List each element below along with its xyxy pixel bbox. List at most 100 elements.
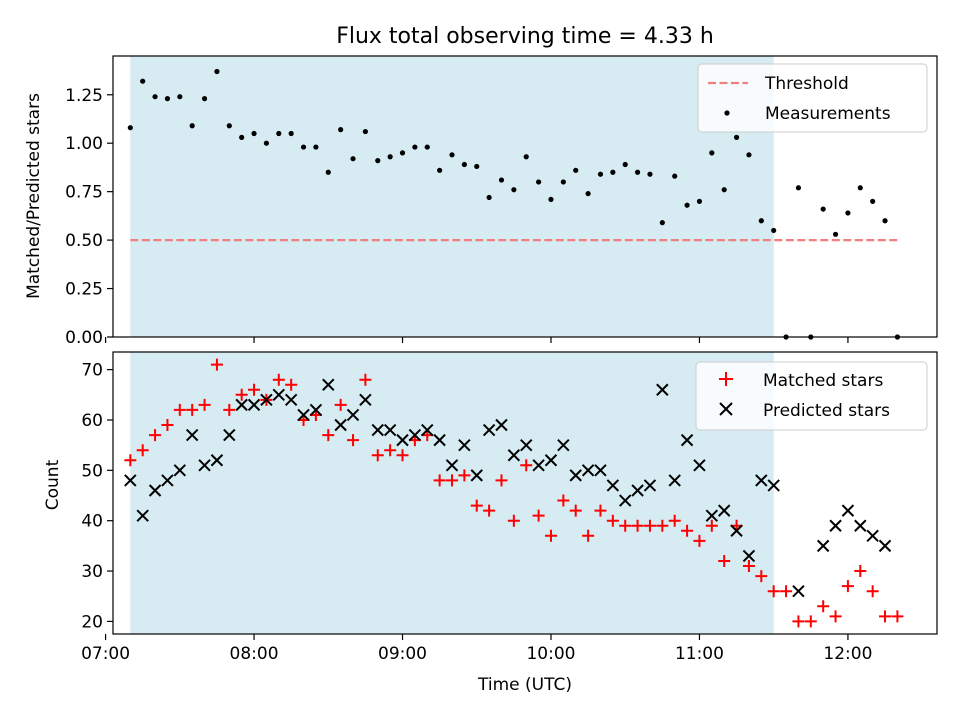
predicted-star-point (594, 464, 607, 477)
measurement-point (362, 128, 368, 135)
measurement-point (498, 177, 505, 183)
bottom-panel: 20 30 40 50 60 70 07:00 08:00 09:00 10:00 11:00 12:… (43, 351, 938, 695)
matched-star-point (780, 585, 793, 598)
measurement-point (300, 144, 307, 150)
matched-star-point (643, 519, 656, 532)
predicted-star-point (705, 509, 719, 522)
matched-star-point (446, 474, 459, 487)
measurement-point (696, 198, 703, 204)
bottom-x-tick-label: 09:00 (378, 644, 427, 664)
predicted-star-point (383, 423, 397, 437)
measurement-point (597, 171, 604, 177)
predicted-star-point (124, 474, 137, 487)
matched-star-point (161, 419, 174, 432)
measurement-point (882, 218, 888, 224)
top-y-tick-label: 1.00 (65, 134, 103, 154)
predicted-star-point (507, 449, 521, 462)
bottom-x-tick-label: 11:00 (675, 644, 724, 664)
predicted-star-point (717, 504, 731, 517)
bottom-x-tick-label: 10:00 (526, 644, 575, 664)
measurement-point (164, 96, 171, 102)
bottom-y-axis-label: Count (43, 459, 63, 510)
predicted-star-point (656, 383, 669, 396)
predicted-star-point (520, 438, 533, 452)
top-y-tick-label: 0.75 (65, 183, 103, 203)
matched-star-point (767, 585, 780, 598)
bottom-y-tick-label: 30 (81, 562, 103, 582)
bottom-y-tick-label: 20 (81, 612, 103, 632)
measurement-point (610, 169, 616, 175)
predicted-star-point (223, 428, 236, 442)
measurement-point (177, 94, 183, 100)
measurement-point (201, 96, 208, 102)
measurement-point (548, 196, 554, 203)
top-legend: Threshold Measurements (697, 63, 928, 133)
top-y-tick-label: 1.25 (65, 86, 103, 106)
matched-star-point (235, 388, 248, 401)
matched-star-point (804, 615, 817, 628)
measurement-point (870, 198, 876, 204)
matched-star-point (582, 529, 595, 542)
top-y-axis-label: Matched/Predicted stars (24, 93, 44, 299)
predicted-star-point (272, 388, 285, 402)
measurement-point (832, 231, 839, 237)
measurement-point (647, 171, 653, 177)
matched-star-point (693, 534, 706, 547)
measurement-point (399, 150, 406, 156)
matched-star-point (520, 459, 533, 472)
measurement-point (251, 130, 257, 137)
predicted-star-point (532, 459, 545, 472)
measurement-point (820, 206, 826, 212)
measurement-point (795, 185, 802, 191)
measurement-point (276, 130, 282, 137)
matched-star-point (433, 474, 446, 487)
matched-star-point (223, 403, 236, 416)
predicted-star-point (878, 539, 892, 553)
measurement-point (573, 167, 579, 173)
measurement-point (437, 167, 443, 173)
chart-title: Flux total observing time = 4.33 h (336, 24, 714, 49)
matched-star-point (173, 403, 186, 416)
measurement-point (709, 150, 715, 156)
matched-star-point (718, 554, 731, 567)
predicted-star-point (606, 479, 620, 492)
predicted-star-point (148, 484, 162, 497)
matched-star-point (705, 519, 718, 532)
matched-star-point (631, 519, 644, 532)
measurement-point (845, 210, 851, 216)
measurement-point (387, 154, 393, 160)
predicted-star-point (309, 403, 323, 417)
legend-measurements-swatch (724, 110, 730, 116)
predicted-star-point (247, 398, 261, 412)
measurement-point (152, 94, 158, 100)
predicted-star-point (668, 474, 681, 487)
predicted-star-point (334, 418, 347, 432)
matched-star-point (891, 610, 904, 623)
measurement-point (375, 158, 381, 164)
predicted-star-point (185, 428, 199, 442)
measurement-point (857, 185, 863, 191)
predicted-star-point (631, 484, 644, 497)
predicted-star-point (297, 408, 310, 422)
top-panel: 0.00 0.25 0.50 0.75 1.00 1.25 Matched/Predict… (24, 55, 938, 348)
top-y-tick-label: 0.00 (65, 328, 103, 348)
legend-measurements-label: Measurements (765, 104, 891, 124)
predicted-star-point (346, 408, 360, 422)
legend-matched-label: Matched stars (763, 371, 883, 391)
legend-predicted-swatch (719, 402, 733, 416)
bottom-x-tick-label: 08:00 (230, 644, 279, 664)
predicted-star-point (470, 469, 483, 482)
bottom-y-tick-label: 60 (81, 411, 103, 431)
measurement-point (585, 190, 591, 197)
predicted-star-point (841, 504, 855, 517)
bottom-x-tick-label: 12:00 (823, 644, 872, 664)
measurement-point (313, 144, 319, 150)
matched-star-point (359, 373, 372, 386)
matched-star-point (507, 514, 520, 527)
matched-star-point (619, 519, 632, 532)
predicted-star-point (260, 393, 273, 407)
measurement-point (325, 169, 331, 175)
matched-star-point (879, 610, 892, 623)
matched-star-point (322, 429, 335, 442)
matched-star-point (495, 474, 508, 487)
